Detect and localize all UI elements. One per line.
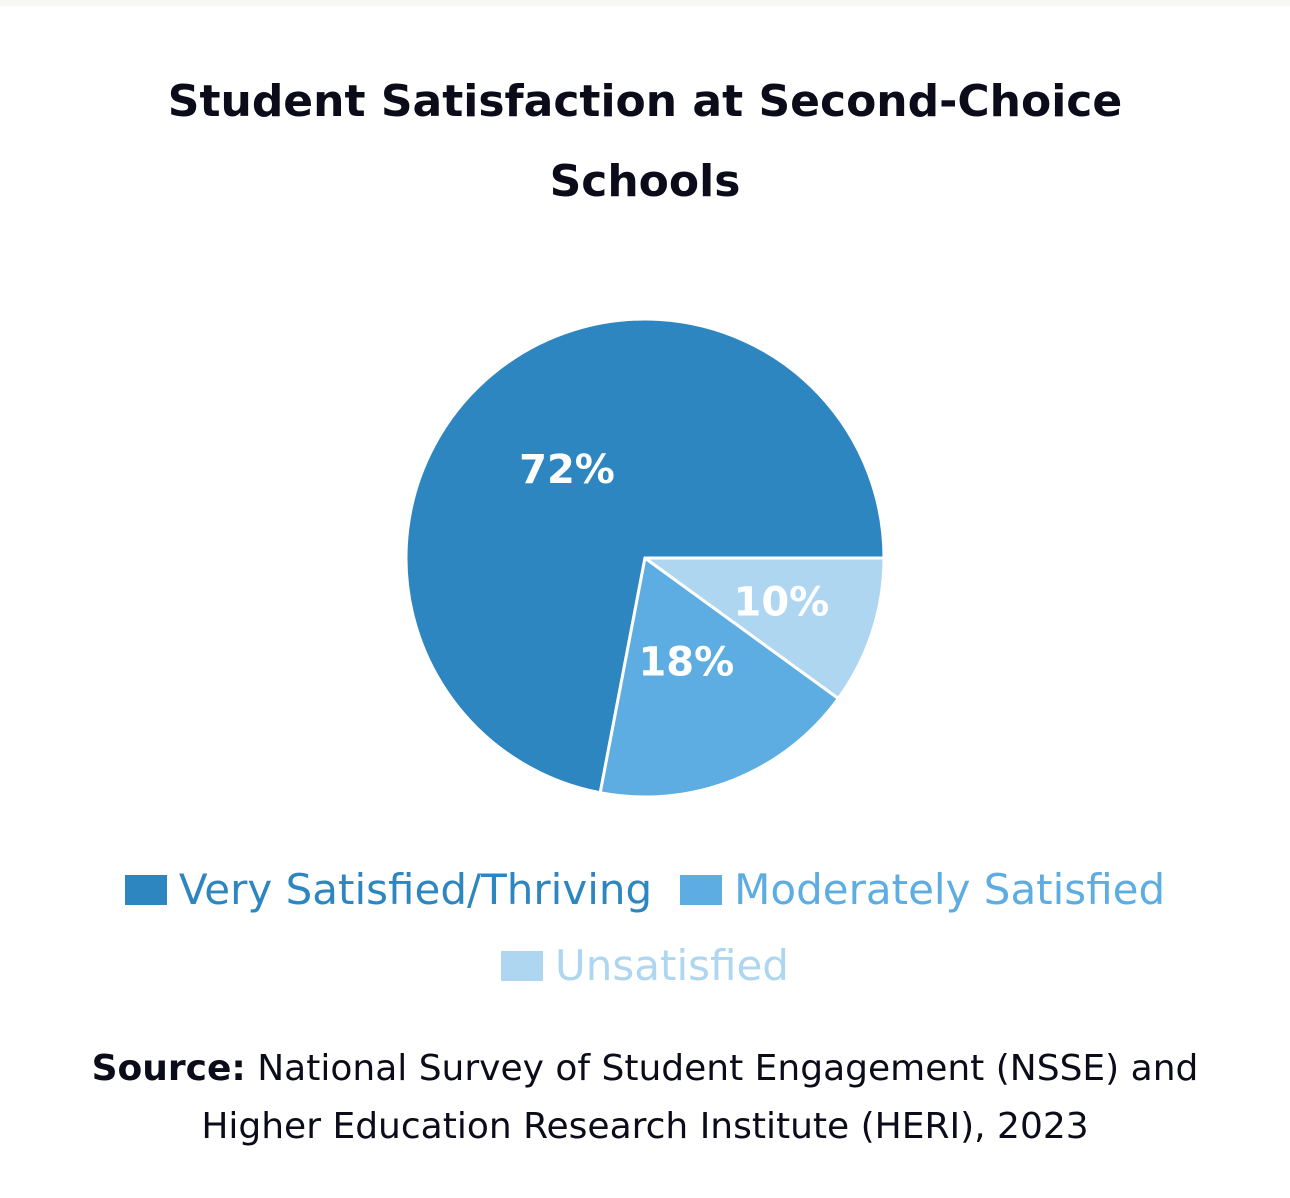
chart-legend: Very Satisfied/Thriving Moderately Satisf… [60,862,1230,994]
source-note: Source: National Survey of Student Engag… [0,1040,1290,1156]
chart-title: Student Satisfaction at Second-Choice Sc… [0,62,1290,222]
legend-item-moderately-satisfied: Moderately Satisfied [680,862,1165,918]
pie-slice-unsatisfied [643,556,886,700]
legend-label-moderately-satisfied: Moderately Satisfied [734,865,1166,914]
source-text-1: National Survey of Student Engagement (N… [257,1048,1199,1089]
chart-title-line-1: Student Satisfaction at Second-Choice [167,76,1123,127]
source-prefix: Source: [91,1048,246,1089]
top-strip [0,0,1290,6]
legend-label-unsatisfied: Unsatisfied [555,941,789,990]
source-text-2: Higher Education Research Institute (HER… [201,1106,1089,1147]
legend-swatch-very-satisfied-thriving [124,875,167,905]
legend-swatch-moderately-satisfied [680,875,723,905]
source-line-1: Source: National Survey of Student Engag… [0,1040,1290,1098]
pie-slice-moderately-satisfied [598,556,840,799]
legend-item-unsatisfied: Unsatisfied [501,938,789,994]
pie-chart: 72% 18%10% [404,317,886,799]
pie-slice-very-satisfied-thriving [404,317,886,795]
legend-label-very-satisfied-thriving: Very Satisfied/Thriving [178,865,653,914]
legend-swatch-unsatisfied [501,951,544,981]
chart-title-line-2: Schools [549,156,741,207]
pie-label-unsatisfied: 10% [734,579,830,625]
pie-label-moderately-satisfied: 18% [638,639,734,685]
pie-label-very-satisfied-thriving: 72% [519,447,615,493]
legend-item-very-satisfied-thriving: Very Satisfied/Thriving [124,862,653,918]
